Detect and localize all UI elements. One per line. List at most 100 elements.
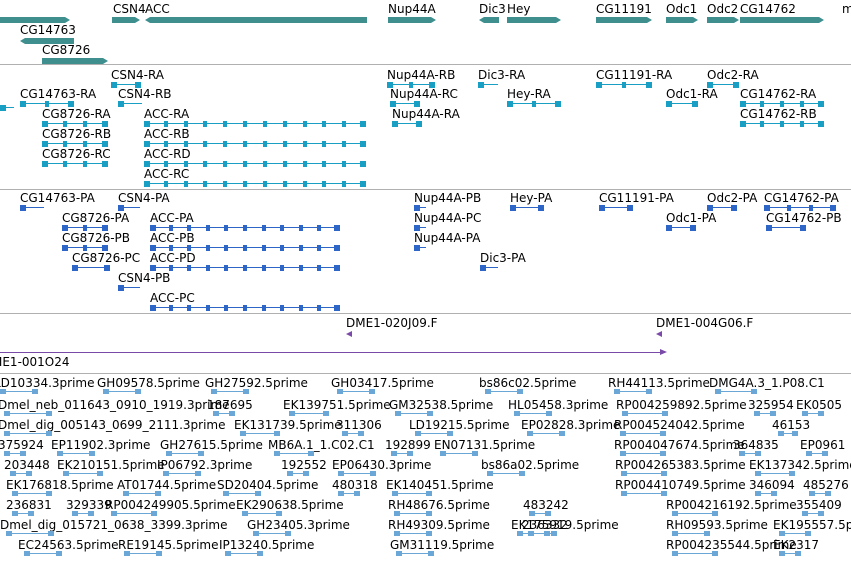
est-label[interactable]: RE19145.5prime — [118, 538, 219, 552]
transcript-label[interactable]: Nup44A-RC — [390, 87, 458, 101]
est-feature[interactable] — [621, 473, 667, 474]
est-feature[interactable] — [4, 413, 52, 414]
gene-label[interactable]: CSN4 — [113, 2, 146, 16]
gene-feature[interactable] — [666, 17, 698, 23]
est-label[interactable]: 192552 — [281, 458, 327, 472]
protein-feature[interactable] — [414, 205, 426, 211]
est-feature[interactable] — [487, 473, 525, 474]
est-feature[interactable] — [806, 453, 828, 454]
est-label[interactable]: EK210151.5prime — [57, 458, 165, 472]
est-feature[interactable] — [287, 473, 309, 474]
gene-feature[interactable] — [20, 38, 74, 44]
gene-feature[interactable] — [507, 17, 561, 23]
transcript-feature[interactable] — [507, 101, 561, 107]
est-feature[interactable] — [739, 453, 761, 454]
transcript-feature[interactable] — [392, 121, 422, 127]
transcript-label[interactable]: Odc1-RA — [666, 87, 718, 101]
transcript-label[interactable]: Nup44A-RB — [387, 68, 456, 82]
gene-label[interactable]: ACC — [145, 2, 170, 16]
protein-feature[interactable] — [150, 265, 340, 271]
est-feature[interactable] — [396, 553, 434, 554]
est-feature[interactable] — [4, 433, 52, 434]
est-label[interactable]: EN07131.5prime — [434, 438, 536, 452]
est-feature[interactable] — [778, 433, 798, 434]
est-label[interactable]: RP004235544.5prime — [666, 538, 797, 552]
est-feature[interactable] — [338, 473, 376, 474]
protein-label[interactable]: Dic3-PA — [480, 251, 526, 265]
est-label[interactable]: bs86c02.5prime — [479, 376, 577, 390]
est-label[interactable]: 375924 — [0, 438, 44, 452]
est-feature[interactable] — [211, 391, 249, 392]
est-label[interactable]: MB6A.1_1.C02.C1 — [268, 438, 375, 452]
transcript-label[interactable]: CG8726-RA — [42, 107, 111, 121]
protein-feature[interactable] — [20, 205, 44, 211]
est-feature[interactable] — [213, 413, 235, 414]
transcript-feature[interactable] — [144, 121, 366, 127]
transcript-feature[interactable] — [0, 105, 14, 111]
transcript-label[interactable]: CG14762-RB — [740, 107, 817, 121]
transcript-feature[interactable] — [111, 82, 141, 88]
protein-label[interactable]: CG14763-PA — [20, 191, 95, 205]
gene-label[interactable]: Odc2 — [707, 2, 739, 16]
transcript-feature[interactable] — [42, 141, 108, 147]
protein-label[interactable]: Odc2-PA — [707, 191, 758, 205]
gene-label[interactable]: Dic3 — [479, 2, 506, 16]
gene-label[interactable]: Nup44A — [388, 2, 436, 16]
est-feature[interactable] — [809, 493, 831, 494]
est-feature[interactable] — [514, 413, 552, 414]
est-label[interactable]: DMG4A.3_1.P08.C1 — [709, 376, 825, 390]
protein-feature[interactable] — [480, 265, 498, 271]
est-feature[interactable] — [415, 433, 453, 434]
est-label[interactable]: RP004259892.5prime — [616, 398, 747, 412]
est-feature[interactable] — [103, 391, 141, 392]
est-feature[interactable] — [620, 453, 666, 454]
clone-span-line[interactable] — [0, 352, 660, 353]
transcript-label[interactable]: CG14762-RA — [740, 87, 817, 101]
est-label[interactable]: GH27615.5prime — [160, 438, 263, 452]
protein-label[interactable]: CG14762-PB — [766, 211, 842, 225]
transcript-label[interactable]: ACC-RD — [144, 147, 191, 161]
est-label[interactable]: 483242 — [523, 498, 569, 512]
protein-label[interactable]: ACC-PB — [150, 231, 195, 245]
est-label[interactable]: 192899 — [385, 438, 431, 452]
transcript-feature[interactable] — [740, 101, 824, 107]
est-label[interactable]: 203448 — [4, 458, 50, 472]
transcript-feature[interactable] — [666, 101, 698, 107]
est-feature[interactable] — [614, 391, 652, 392]
est-label[interactable]: GH09578.5prime — [97, 376, 200, 390]
est-label[interactable]: 325954 — [748, 398, 794, 412]
est-feature[interactable] — [529, 513, 551, 514]
transcript-label[interactable]: ACC-RA — [144, 107, 190, 121]
gene-feature[interactable] — [145, 17, 367, 23]
est-feature[interactable] — [242, 513, 282, 514]
protein-label[interactable]: Nup44A-PB — [414, 191, 482, 205]
protein-feature[interactable] — [766, 225, 806, 231]
est-feature[interactable] — [240, 433, 280, 434]
gene-feature[interactable] — [388, 17, 436, 23]
transcript-feature[interactable] — [144, 181, 366, 187]
protein-feature[interactable] — [62, 225, 108, 231]
est-feature[interactable] — [517, 533, 557, 534]
est-label[interactable]: RP004216192.5prime — [666, 498, 797, 512]
est-feature[interactable] — [111, 513, 157, 514]
est-feature[interactable] — [63, 473, 103, 474]
clone-label[interactable]: DME1-004G06.F — [656, 316, 754, 330]
transcript-label[interactable]: Nup44A-RA — [392, 107, 460, 121]
est-label[interactable]: EK176818.5prime — [6, 478, 114, 492]
est-label[interactable]: bs86a02.5prime — [481, 458, 580, 472]
est-label[interactable]: GH27592.5prime — [205, 376, 308, 390]
clone-label[interactable]: DME1-020J09.F — [346, 316, 438, 330]
est-feature[interactable] — [166, 453, 204, 454]
est-feature[interactable] — [527, 433, 565, 434]
protein-label[interactable]: CG14762-PA — [764, 191, 839, 205]
est-label[interactable]: EK290638.5prime — [236, 498, 344, 512]
est-feature[interactable] — [10, 473, 32, 474]
est-feature[interactable] — [392, 493, 432, 494]
protein-feature[interactable] — [150, 225, 340, 231]
gene-label[interactable]: CG11191 — [596, 2, 652, 16]
protein-feature[interactable] — [764, 205, 836, 211]
est-feature[interactable] — [223, 493, 261, 494]
est-label[interactable]: LD19215.5prime — [409, 418, 510, 432]
transcript-label[interactable]: CG14763-RA — [20, 87, 97, 101]
protein-label[interactable]: CSN4-PA — [118, 191, 170, 205]
